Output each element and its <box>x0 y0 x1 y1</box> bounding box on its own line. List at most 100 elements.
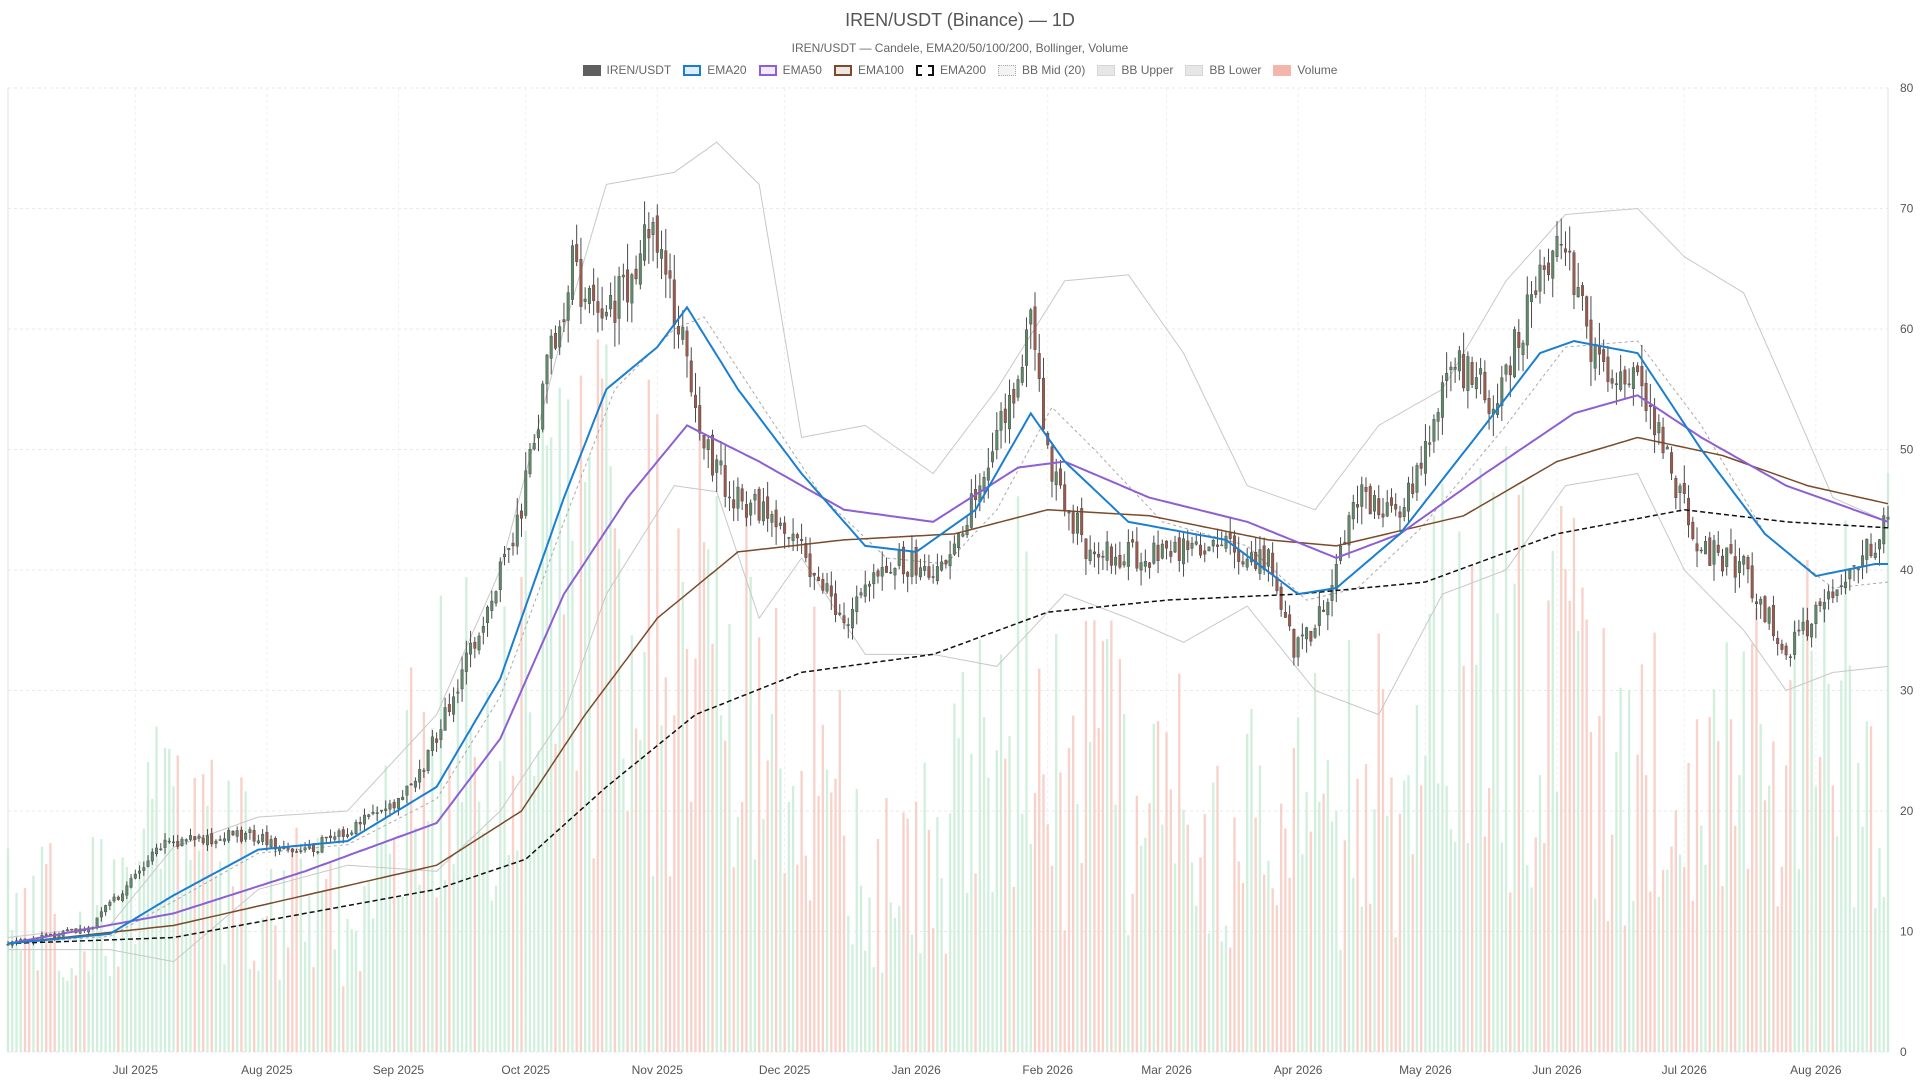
legend-item-bblower[interactable]: BB Lower <box>1185 63 1261 77</box>
volume-bar <box>1581 587 1584 1052</box>
candle-body <box>838 612 842 615</box>
candle <box>1699 547 1703 554</box>
volume-bar <box>1742 651 1745 1052</box>
legend-item-ema50[interactable]: EMA50 <box>758 63 822 77</box>
candle-body <box>1661 426 1665 454</box>
candle-body <box>1631 367 1635 389</box>
candle-body <box>1530 294 1533 302</box>
candle-body <box>1122 561 1126 566</box>
volume-bar <box>1084 620 1088 1052</box>
volume-bar <box>1763 800 1767 1052</box>
volume-bar <box>261 917 264 1052</box>
volume-bar <box>91 836 95 1052</box>
volume-bar <box>681 581 684 1052</box>
volume-bar <box>1224 925 1228 1052</box>
candle <box>668 253 672 299</box>
candle <box>176 834 180 850</box>
legend-item-ema100[interactable]: EMA100 <box>833 63 904 77</box>
legend-item-volume[interactable]: Volume <box>1273 63 1337 77</box>
legend-item-ema20[interactable]: EMA20 <box>683 63 747 77</box>
volume-bar <box>660 725 663 1052</box>
candle <box>689 347 693 397</box>
candle <box>897 543 901 570</box>
candle <box>1199 532 1202 559</box>
candle <box>1165 540 1169 560</box>
legend-item-ema200[interactable]: EMA200 <box>915 63 986 77</box>
candle-body <box>1381 513 1385 518</box>
candle <box>1351 494 1355 530</box>
candle-body <box>1674 478 1678 499</box>
candle-body <box>1737 561 1741 573</box>
volume-bar <box>342 986 345 1052</box>
candle-body <box>1440 382 1444 418</box>
candle-body <box>337 830 341 837</box>
legend-item-candles[interactable]: IREN/USDT <box>582 63 671 77</box>
volume-bar <box>1632 900 1635 1052</box>
candle <box>303 842 307 853</box>
candle <box>1381 497 1385 528</box>
candle-body <box>668 270 672 279</box>
volume-bar <box>1449 829 1453 1052</box>
volume-bar <box>1178 673 1181 1052</box>
candle-body <box>1330 585 1334 601</box>
volume-bar <box>630 635 634 1052</box>
candle-body <box>1869 543 1873 557</box>
volume-bar <box>1572 517 1576 1052</box>
volume-bar <box>1670 846 1673 1052</box>
volume-bar <box>1543 843 1546 1052</box>
volume-bar <box>562 614 566 1052</box>
candle <box>282 840 286 850</box>
volume-bar <box>291 853 294 1052</box>
volume-bar <box>1462 665 1465 1052</box>
candle-body <box>621 274 625 278</box>
volume-bar <box>936 817 939 1052</box>
volume-bar <box>728 623 731 1052</box>
candle-body <box>1101 555 1105 558</box>
candle-body <box>193 836 197 840</box>
candle-body <box>1513 329 1517 378</box>
legend-item-bbupper[interactable]: BB Upper <box>1097 63 1173 77</box>
candle <box>1037 333 1041 392</box>
candle-body <box>1092 551 1096 555</box>
candle-body <box>295 851 299 853</box>
candle-body <box>1029 309 1033 325</box>
candle <box>464 640 468 685</box>
candle <box>1729 528 1733 555</box>
candle <box>1169 540 1173 564</box>
candle <box>808 537 812 588</box>
candle-body <box>1614 383 1618 385</box>
volume-bar <box>855 788 858 1052</box>
volume-bar <box>838 690 841 1052</box>
volume-bar <box>753 859 757 1052</box>
candle-body <box>1453 367 1457 370</box>
volume-bar <box>223 964 226 1052</box>
candle-body <box>138 870 142 874</box>
legend-swatch-ema20 <box>683 64 702 76</box>
candle-body <box>409 783 413 786</box>
candle <box>1627 368 1631 388</box>
candle <box>740 484 744 510</box>
candle-body <box>214 840 218 844</box>
candle <box>634 255 638 285</box>
candle-body <box>473 641 477 649</box>
candle-body <box>1360 484 1364 507</box>
candle <box>1754 593 1758 620</box>
candle <box>1818 597 1822 613</box>
candle <box>1831 579 1835 604</box>
candle <box>1279 582 1283 617</box>
volume-bar <box>418 884 421 1052</box>
candle-body <box>1563 248 1567 253</box>
candle-body <box>1602 349 1606 362</box>
volume-bar <box>995 750 998 1052</box>
candle-body <box>715 459 719 473</box>
candle <box>1241 551 1245 568</box>
volume-bar <box>244 791 247 1052</box>
candle-body <box>1220 544 1224 547</box>
volume-bar <box>303 941 307 1052</box>
candle-body <box>515 514 519 547</box>
legend-item-bbmid[interactable]: BB Mid (20) <box>998 63 1085 77</box>
volume-bar <box>1076 804 1079 1052</box>
candle-body <box>604 311 608 317</box>
candle-body <box>1245 558 1249 568</box>
candle-body <box>6 943 10 946</box>
